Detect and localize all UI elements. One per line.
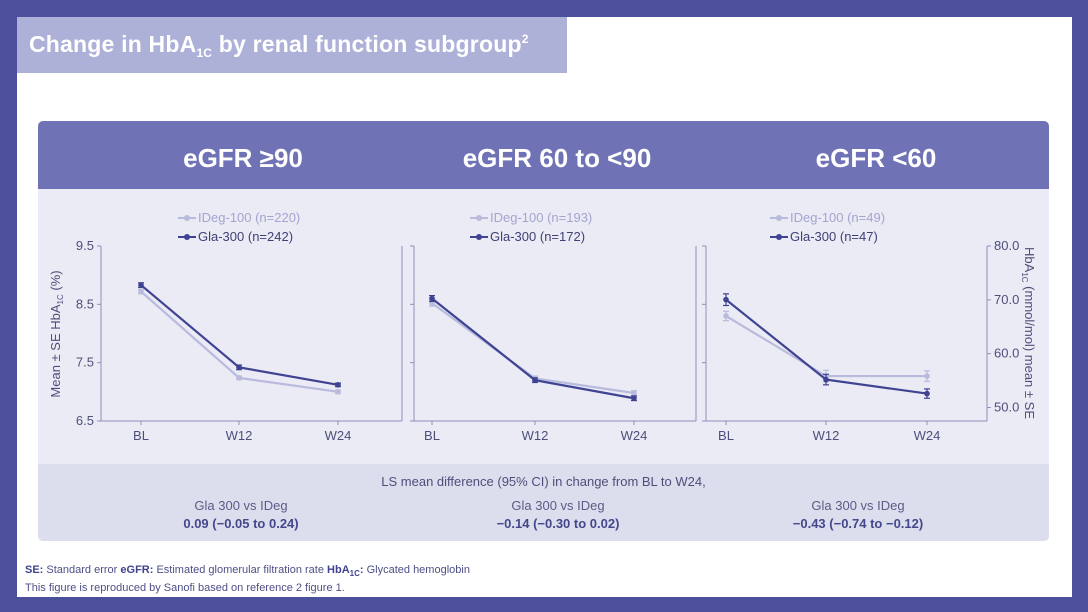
series-line (431, 297, 635, 400)
diff-col-egfr-60: Gla 300 vs IDeg −0.43 (−0.74 to −0.12) (693, 498, 1023, 531)
legend-label: IDeg-100 (n=49) (790, 210, 885, 225)
ls-mean-difference-title: LS mean difference (95% CI) in change fr… (381, 474, 706, 489)
legend-label: Gla-300 (n=47) (790, 229, 878, 244)
x-tick-label: BL (718, 428, 734, 443)
panel-header: eGFR ≥90 eGFR 60 to <90 eGFR <60 (38, 121, 1049, 189)
data-point (631, 390, 637, 396)
y-tick-label-right: 70.0 (994, 292, 1019, 307)
slide: Change in HbA1C by renal function subgro… (17, 17, 1072, 597)
y-tick-label-right: 60.0 (994, 346, 1019, 361)
diff-col-egfr-60-90: Gla 300 vs IDeg −0.14 (−0.30 to 0.02) (393, 498, 723, 531)
data-point (138, 288, 144, 295)
data-point (723, 296, 729, 303)
y-tick-label: 7.5 (76, 355, 94, 370)
hba1c-line-charts: 9.5 8.5 7.5 6.5 Mean ± SE HbA1C (%) 80.0 70.0 6… (48, 210, 1037, 443)
group-title-egfr-90: eGFR ≥90 (183, 143, 303, 173)
data-point (335, 382, 341, 388)
diff-value: −0.14 (−0.30 to 0.02) (496, 516, 620, 531)
footnote-line-1: SE: Standard error eGFR: Estimated glome… (25, 564, 470, 579)
y-tick-label-right: 80.0 (994, 238, 1019, 253)
x-tick-label: W12 (226, 428, 253, 443)
y-axis-title-right: HbA1C (mmol/mol) mean ± SE (1020, 247, 1037, 419)
title-banner: Change in HbA1C by renal function subgro… (17, 17, 567, 73)
legend-marker (776, 215, 782, 221)
data-point (138, 282, 144, 288)
x-tick-label: W24 (914, 428, 941, 443)
data-point (236, 364, 242, 371)
data-point (924, 390, 930, 397)
legend-marker (776, 234, 782, 240)
data-point (236, 375, 242, 381)
x-tick-label: W24 (621, 428, 648, 443)
y-axis-title-left: Mean ± SE HbA1C (%) (48, 270, 65, 397)
ls-mean-difference-band: LS mean difference (95% CI) in change fr… (38, 464, 1049, 541)
diff-label: Gla 300 vs IDeg (511, 498, 605, 513)
x-tick-label: W24 (325, 428, 352, 443)
diff-label: Gla 300 vs IDeg (811, 498, 905, 513)
data-point (631, 395, 637, 402)
legend-label: IDeg-100 (n=220) (198, 210, 300, 225)
y-tick-label: 8.5 (76, 296, 94, 311)
slide-title: Change in HbA1C by renal function subgro… (29, 31, 529, 60)
data-point (335, 389, 341, 395)
y-tick-label: 6.5 (76, 413, 94, 428)
group-title-egfr-60-90: eGFR 60 to <90 (462, 143, 652, 173)
data-point (723, 313, 729, 319)
legend-label: Gla-300 (n=242) (198, 229, 293, 244)
legend-marker (184, 234, 190, 240)
legend-marker (184, 215, 190, 221)
data-point (429, 295, 435, 302)
x-tick-label: BL (424, 428, 440, 443)
data-point (924, 373, 930, 379)
data-point (532, 377, 538, 383)
diff-col-egfr-90: Gla 300 vs IDeg 0.09 (−0.05 to 0.24) (76, 498, 406, 531)
legend-marker (476, 215, 482, 221)
diff-value: −0.43 (−0.74 to −0.12) (792, 516, 924, 531)
data-point (823, 376, 829, 383)
x-tick-label: BL (133, 428, 149, 443)
legend-label: Gla-300 (n=172) (490, 229, 585, 244)
chart-panel: eGFR ≥90 eGFR 60 to <90 eGFR <60 9.5 8.5 7… (38, 121, 1049, 541)
group-title-egfr-60: eGFR <60 (815, 143, 937, 173)
legend-marker (476, 234, 482, 240)
footnote: SE: Standard error eGFR: Estimated glome… (25, 563, 470, 595)
legend-label: IDeg-100 (n=193) (490, 210, 592, 225)
diff-value: 0.09 (−0.05 to 0.24) (183, 516, 299, 531)
diff-label: Gla 300 vs IDeg (194, 498, 288, 513)
x-tick-label: W12 (813, 428, 840, 443)
y-tick-label: 9.5 (76, 238, 94, 253)
x-tick-label: W12 (522, 428, 549, 443)
y-tick-label-right: 50.0 (994, 400, 1019, 415)
footnote-line-2: This figure is reproduced by Sanofi base… (25, 582, 345, 595)
